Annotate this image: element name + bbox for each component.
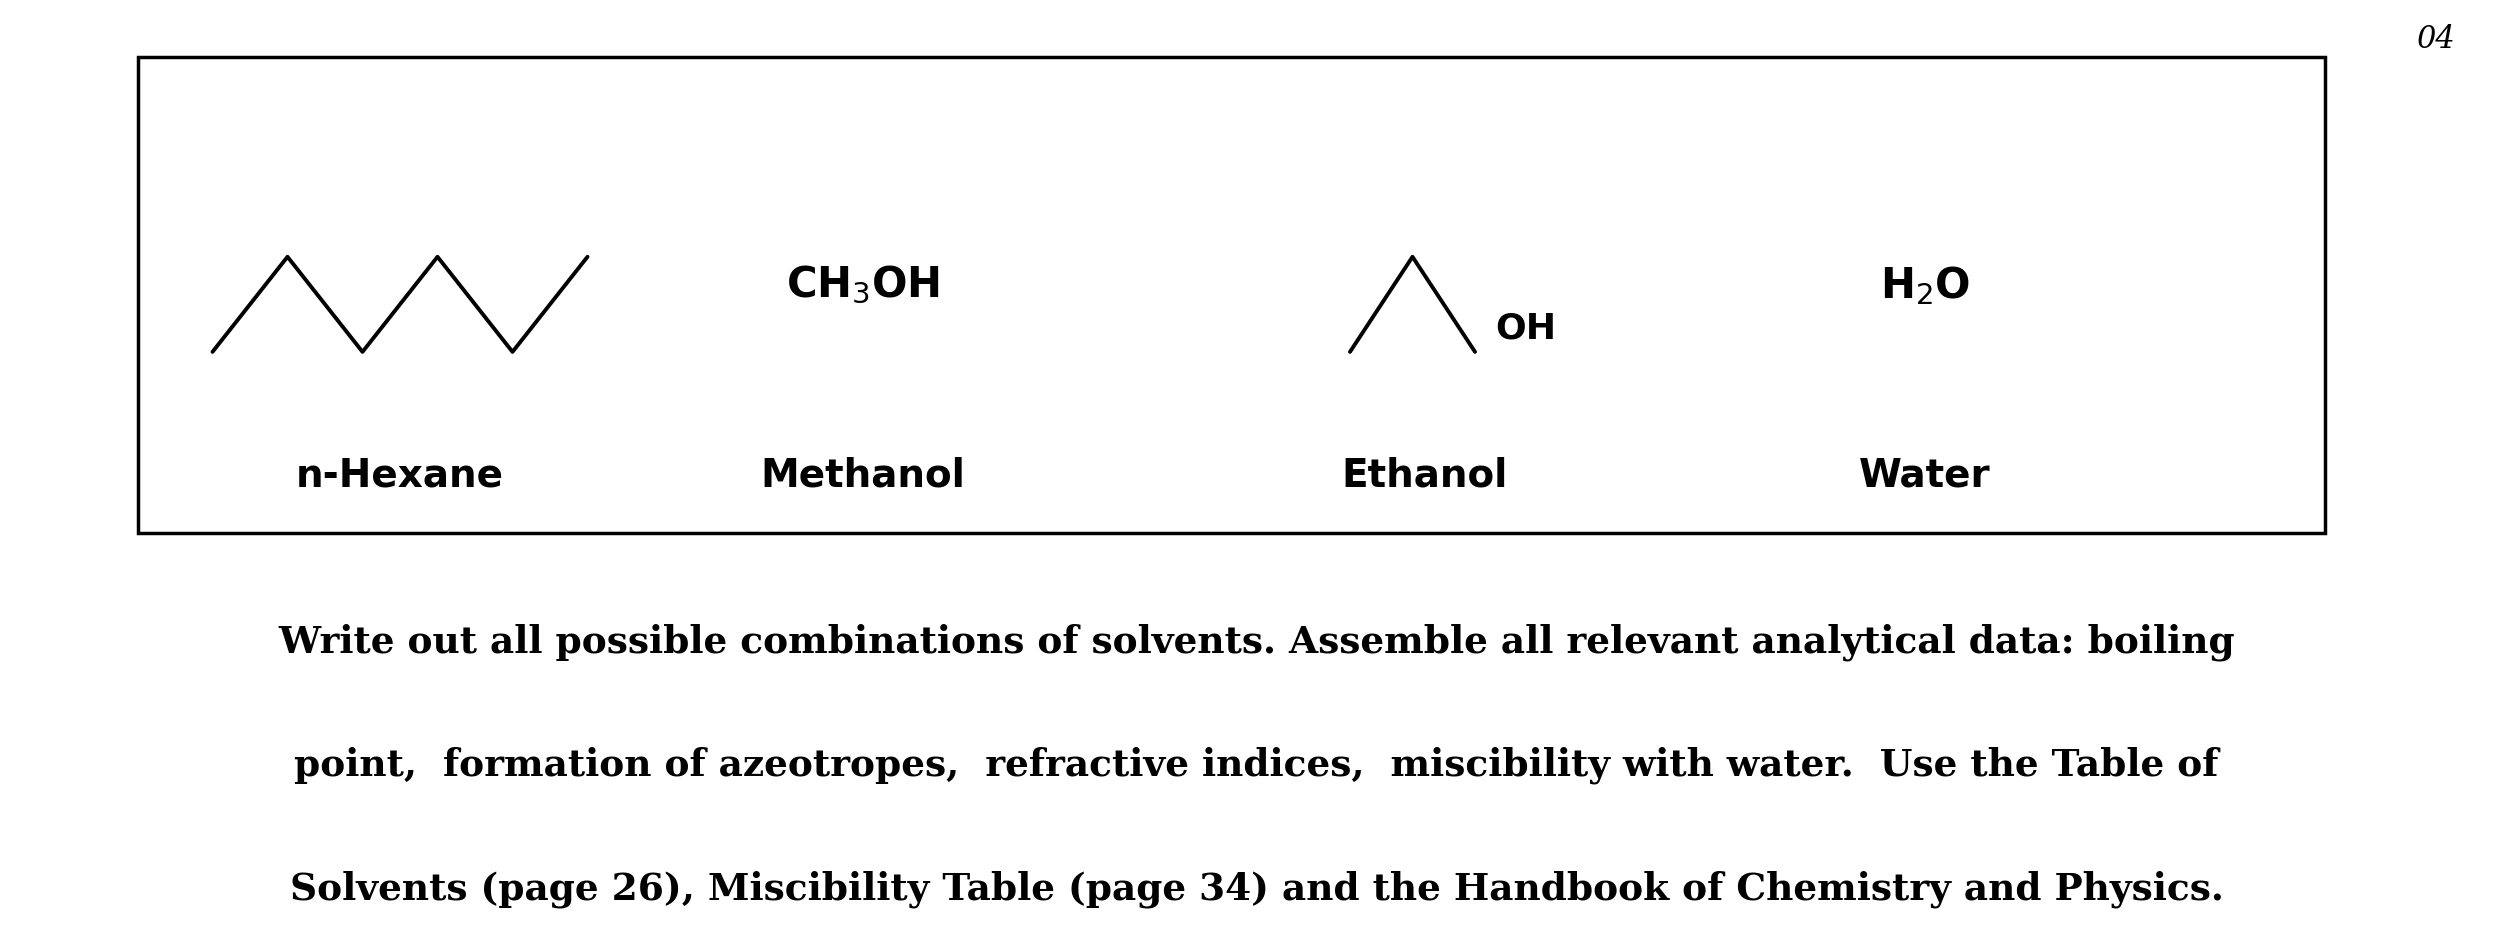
Text: n-Hexane: n-Hexane: [295, 456, 505, 495]
Text: 04: 04: [2415, 24, 2455, 55]
Text: CH$_3$OH: CH$_3$OH: [785, 264, 940, 306]
Text: H$_2$O: H$_2$O: [1880, 263, 1970, 307]
Text: OH: OH: [1495, 311, 1555, 345]
Text: Water: Water: [1860, 456, 1990, 495]
Text: Ethanol: Ethanol: [1342, 456, 1507, 495]
Text: Write out all possible combinations of solvents. Assemble all relevant analytica: Write out all possible combinations of s…: [265, 623, 2235, 661]
Text: Solvents (page 26), Miscibility Table (page 34) and the Handbook of Chemistry an: Solvents (page 26), Miscibility Table (p…: [278, 870, 2222, 908]
Text: point,  formation of azeotropes,  refractive indices,  miscibility with water.  : point, formation of azeotropes, refracti…: [282, 747, 2218, 785]
Text: Methanol: Methanol: [760, 456, 965, 495]
Bar: [138, 57, 2325, 533]
